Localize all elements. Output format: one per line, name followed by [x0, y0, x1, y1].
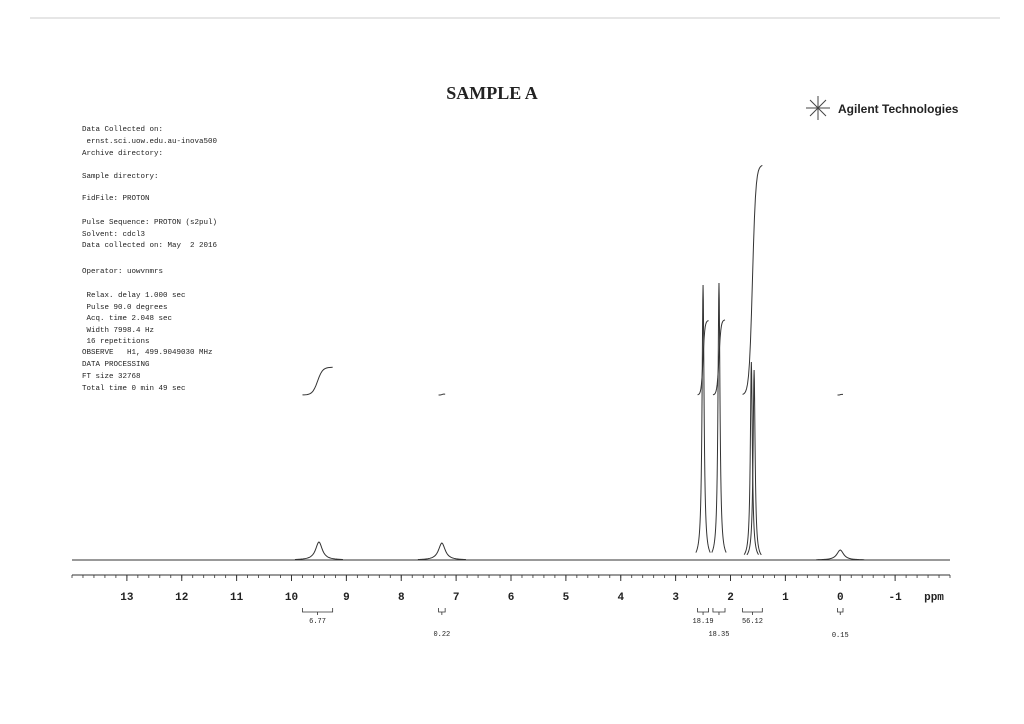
parameter-line: 16 repetitions: [82, 338, 150, 346]
x-tick-label: 1: [782, 592, 789, 604]
brand: Agilent Technologies: [838, 102, 959, 116]
x-tick-label: 5: [563, 592, 570, 604]
integral-curve: [438, 393, 446, 396]
peak: [746, 369, 762, 556]
x-tick-label: 8: [398, 592, 405, 604]
parameter-line: Data collected on: May 2 2016: [82, 242, 218, 250]
integral-bracket: [697, 608, 709, 615]
integral-curve: [837, 393, 843, 396]
peak: [816, 549, 865, 561]
integral-bracket: [837, 608, 844, 615]
parameter-line: Solvent: cdcl3: [82, 231, 146, 239]
integral-label: 6.77: [309, 618, 326, 626]
parameter-line: FT size 32768: [82, 373, 141, 381]
integral-bracket: [742, 608, 763, 615]
parameter-line: Total time 0 min 49 sec: [82, 385, 186, 393]
parameter-line: Relax. delay 1.000 sec: [82, 292, 186, 300]
integral-label: 0.15: [832, 632, 849, 640]
integral-label: 0.22: [433, 631, 450, 639]
title: SAMPLE A: [446, 83, 538, 103]
parameter-line: Data Collected on:: [82, 126, 163, 134]
integral-bracket: [712, 608, 726, 615]
integral-curve: [742, 165, 763, 395]
integral-curve: [302, 366, 333, 396]
x-tick-label: 4: [617, 592, 624, 604]
peak: [695, 284, 711, 553]
x-axis-label: ppm: [924, 592, 944, 604]
integral-curve: [697, 320, 709, 396]
x-tick-label: 3: [672, 592, 679, 604]
parameter-line: Sample directory:: [82, 173, 159, 181]
integral-label: 18.35: [708, 631, 729, 639]
x-tick-label: 0: [837, 592, 844, 604]
parameter-line: OBSERVE H1, 499.9049030 MHz: [82, 349, 213, 357]
integral-label: 56.12: [742, 618, 763, 626]
parameter-line: Acq. time 2.048 sec: [82, 315, 172, 323]
integral-curve: [712, 319, 726, 396]
parameter-line: Pulse Sequence: PROTON (s2pul): [82, 219, 217, 227]
x-tick-label: 13: [120, 592, 134, 604]
x-tick-label: 9: [343, 592, 350, 604]
x-tick-label: 11: [230, 592, 244, 604]
x-tick-label: 7: [453, 592, 460, 604]
parameter-line: Operator: uowvnmrs: [82, 268, 163, 276]
parameter-line: Width 7998.4 Hz: [82, 327, 154, 335]
peak: [294, 541, 343, 561]
parameter-line: ernst.sci.uow.edu.au-inova500: [82, 138, 218, 146]
peak: [743, 361, 759, 555]
x-tick-label: 10: [285, 592, 298, 604]
peak: [417, 542, 466, 561]
brand-logo: [806, 96, 830, 120]
parameter-line: Pulse 90.0 degrees: [82, 304, 168, 312]
parameter-line: DATA PROCESSING: [82, 361, 150, 369]
integral-bracket: [302, 608, 334, 615]
x-tick-label: 12: [175, 592, 188, 604]
x-tick-label: 6: [508, 592, 515, 604]
integral-label: 18.19: [693, 618, 714, 626]
parameter-line: FidFile: PROTON: [82, 195, 150, 203]
x-tick-label: 2: [727, 592, 734, 604]
integral-bracket: [438, 608, 446, 615]
x-tick-label: -1: [889, 592, 903, 604]
parameter-line: Archive directory:: [82, 150, 163, 158]
peak: [711, 282, 727, 553]
